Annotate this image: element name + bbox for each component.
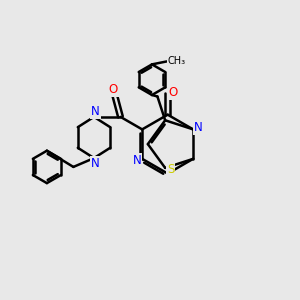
Text: S: S	[167, 163, 174, 176]
Text: N: N	[91, 105, 100, 118]
Text: N: N	[91, 157, 100, 170]
Text: O: O	[109, 83, 118, 96]
Text: O: O	[168, 86, 178, 99]
Text: CH₃: CH₃	[168, 56, 186, 66]
Text: N: N	[194, 122, 203, 134]
Text: N: N	[133, 154, 141, 167]
